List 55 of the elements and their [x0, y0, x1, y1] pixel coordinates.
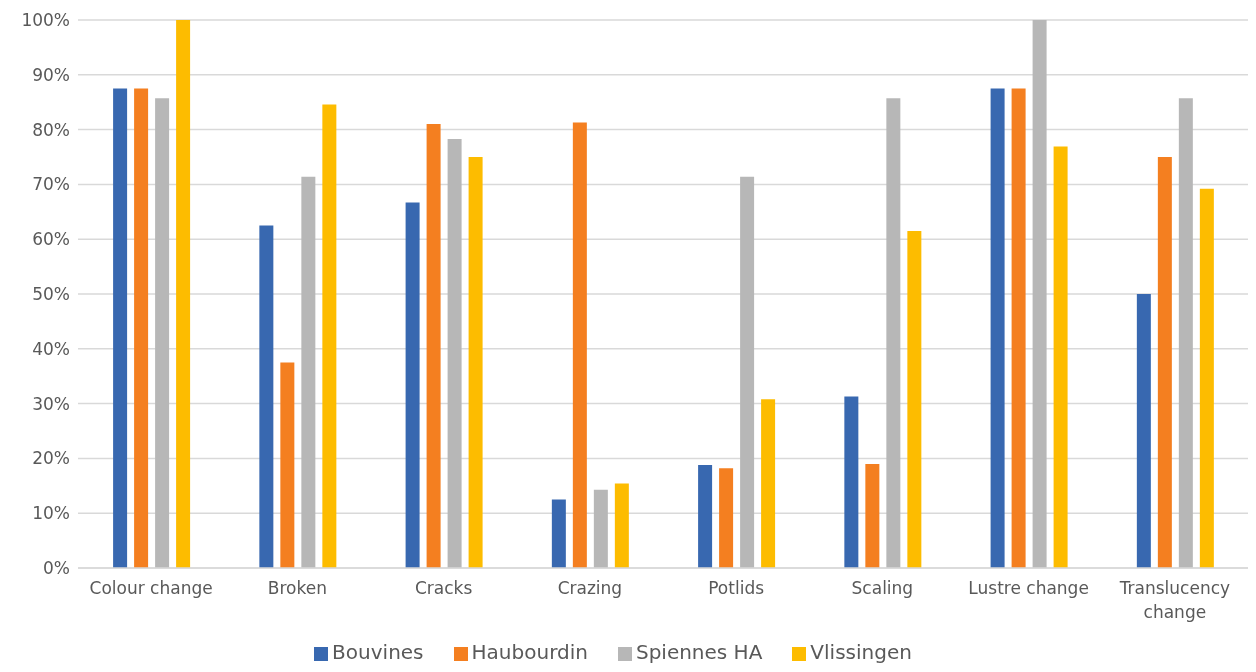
bar	[259, 225, 274, 568]
y-tick-label: 0%	[43, 558, 70, 579]
bar	[593, 489, 608, 568]
y-tick-label: 80%	[32, 119, 70, 140]
x-tick-label: Translucency change	[1118, 578, 1231, 622]
x-tick-label: Scaling	[851, 578, 914, 598]
bar	[447, 138, 462, 568]
bar	[1032, 20, 1047, 568]
bar	[155, 98, 170, 568]
bar	[1157, 157, 1172, 568]
y-tick-label: 70%	[32, 174, 70, 195]
bar	[426, 124, 441, 568]
bar	[134, 88, 149, 568]
bar	[1136, 294, 1151, 568]
bar	[844, 396, 859, 568]
bar	[113, 88, 128, 568]
legend-label: Spiennes HA	[635, 640, 763, 664]
x-tick-label: Broken	[267, 578, 327, 598]
bar	[990, 88, 1005, 568]
bar	[405, 202, 420, 568]
y-tick-label: 60%	[32, 229, 70, 250]
y-tick-label: 30%	[32, 393, 70, 414]
bar	[322, 104, 337, 568]
bar	[1178, 98, 1193, 568]
x-tick-label: Lustre change	[968, 578, 1089, 598]
bar	[698, 464, 713, 568]
bar	[1199, 188, 1214, 568]
y-tick-label: 100%	[21, 10, 70, 31]
x-tick-label: Cracks	[414, 578, 473, 598]
bar	[572, 122, 587, 568]
bar	[1011, 88, 1026, 568]
bar	[719, 468, 734, 568]
bar	[865, 463, 880, 568]
x-tick-label: Potlids	[708, 578, 765, 598]
bar	[907, 230, 922, 568]
legend-label: Vlissingen	[810, 640, 912, 664]
legend-label: Haubourdin	[471, 640, 588, 664]
x-tick-label: Colour change	[89, 578, 213, 598]
y-tick-label: 50%	[32, 284, 70, 305]
bar	[280, 362, 295, 568]
bar	[176, 20, 191, 568]
bar	[740, 176, 755, 568]
legend-label: Bouvines	[332, 640, 424, 664]
bar	[468, 157, 483, 568]
bar	[614, 483, 629, 568]
y-tick-label: 10%	[32, 503, 70, 524]
y-tick-label: 40%	[32, 338, 70, 359]
y-tick-label: 90%	[32, 64, 70, 85]
y-tick-label: 20%	[32, 448, 70, 469]
x-tick-label: Crazing	[557, 578, 623, 598]
bar	[1053, 146, 1068, 568]
bar	[551, 499, 566, 568]
bar	[301, 176, 316, 568]
bar	[886, 98, 901, 568]
bar	[761, 399, 776, 568]
